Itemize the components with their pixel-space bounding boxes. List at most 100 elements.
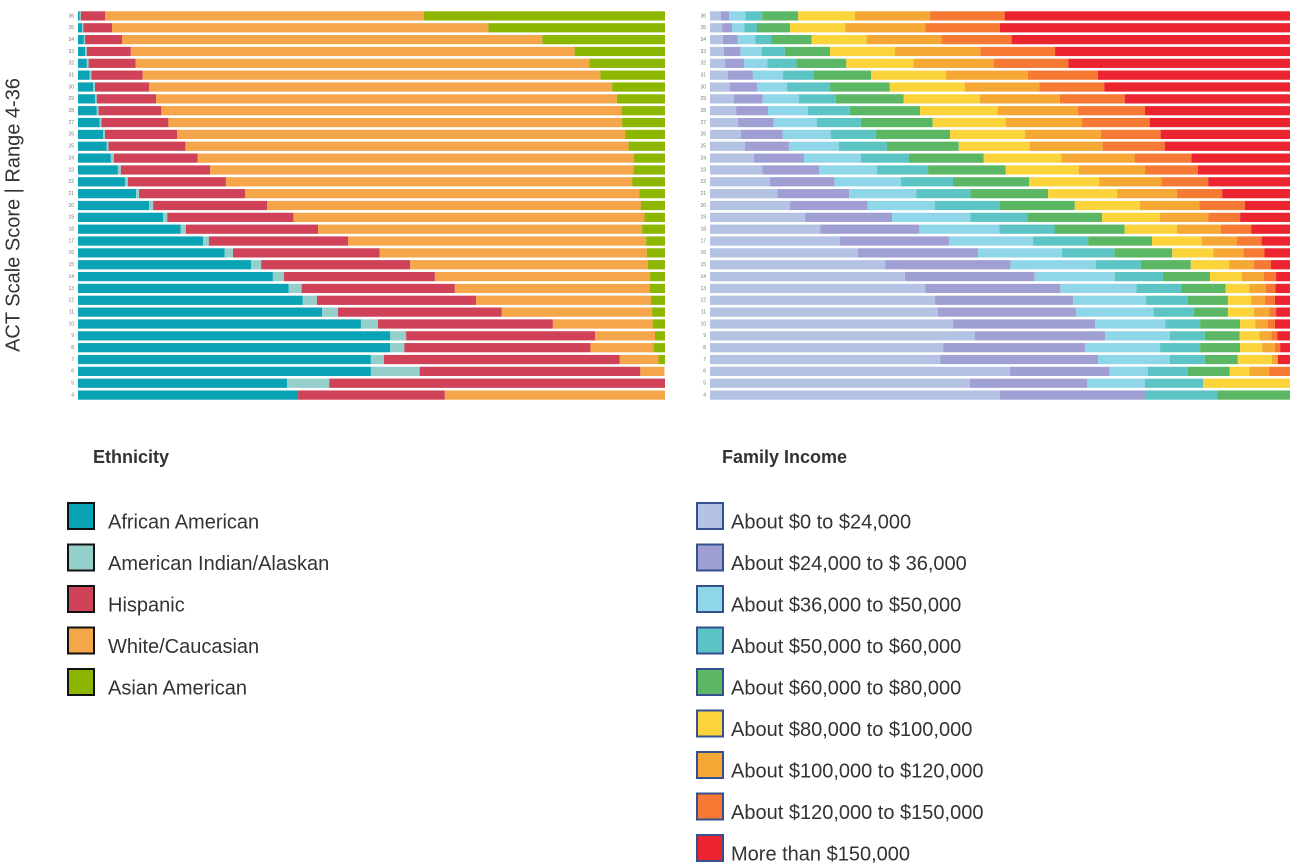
bar-segment bbox=[1011, 35, 1290, 45]
bar-segment bbox=[1027, 70, 1099, 80]
bar-segment bbox=[1176, 189, 1223, 199]
bar-segment bbox=[322, 307, 339, 317]
y-tick-label: 9 bbox=[703, 333, 706, 339]
bar-segment bbox=[105, 129, 178, 140]
bar-segment bbox=[1117, 189, 1177, 199]
y-tick-label: 14 bbox=[68, 274, 74, 280]
bar-segment bbox=[1274, 343, 1281, 353]
y-tick-label: 21 bbox=[68, 191, 74, 197]
y-tick-label: 17 bbox=[700, 238, 706, 244]
bar-segment bbox=[710, 46, 724, 57]
bar-segment bbox=[1262, 343, 1275, 353]
bar-segment bbox=[834, 177, 901, 187]
bar-segment bbox=[1100, 129, 1161, 140]
bar-segment bbox=[197, 153, 634, 163]
bar-segment bbox=[120, 165, 211, 175]
bar-segment bbox=[163, 212, 168, 222]
bar-segment bbox=[646, 236, 665, 246]
bar-segment bbox=[139, 189, 246, 199]
bar-segment bbox=[1213, 248, 1244, 258]
bar-segment bbox=[78, 212, 164, 222]
bar-segment bbox=[1251, 295, 1266, 305]
bar-segment bbox=[710, 35, 723, 45]
bar-segment bbox=[542, 35, 665, 45]
bar-segment bbox=[208, 236, 349, 246]
bar-segment bbox=[935, 200, 1000, 211]
bar-segment bbox=[849, 106, 920, 116]
bar-segment bbox=[177, 129, 626, 140]
legend-swatch bbox=[67, 585, 95, 613]
bar-segment bbox=[723, 46, 741, 57]
bar-segment bbox=[78, 129, 104, 140]
legend-swatch bbox=[696, 543, 724, 572]
y-tick-label: 35 bbox=[68, 25, 74, 31]
bar-segment bbox=[574, 46, 665, 57]
bar-segment bbox=[839, 236, 949, 246]
bar-segment bbox=[940, 354, 1099, 365]
bar-segment bbox=[754, 153, 804, 163]
bar-segment bbox=[710, 212, 806, 222]
bar-segment bbox=[1161, 177, 1209, 187]
y-tick-label: 13 bbox=[700, 286, 706, 292]
bar-segment bbox=[768, 106, 809, 116]
bar-segment bbox=[78, 153, 111, 163]
bar-segment bbox=[78, 354, 371, 365]
bar-segment bbox=[710, 82, 730, 92]
bar-segment bbox=[78, 283, 289, 294]
bar-segment bbox=[908, 153, 984, 163]
bar-segment bbox=[1276, 271, 1290, 282]
bar-segment bbox=[370, 354, 384, 365]
bar-segment bbox=[79, 11, 81, 21]
bar-segment bbox=[710, 70, 728, 80]
y-tick-label: 4 bbox=[71, 392, 74, 398]
bar-segment bbox=[1145, 378, 1203, 388]
y-tick-label: 5 bbox=[703, 381, 706, 387]
bar-segment bbox=[913, 58, 994, 68]
y-tick-label: 6 bbox=[703, 369, 706, 375]
bar-segment bbox=[813, 70, 872, 80]
bar-segment bbox=[1061, 153, 1135, 163]
bar-segment bbox=[595, 331, 656, 341]
bar-segment bbox=[710, 11, 722, 21]
bar-segment bbox=[1274, 319, 1290, 329]
bar-segment bbox=[860, 153, 909, 163]
bar-segment bbox=[733, 94, 763, 104]
bar-segment bbox=[329, 378, 665, 388]
y-tick-label: 11 bbox=[69, 309, 74, 315]
bar-segment bbox=[78, 319, 361, 329]
bar-segment bbox=[830, 82, 890, 92]
bar-segment bbox=[860, 117, 933, 128]
bar-segment bbox=[619, 354, 659, 365]
bar-segment bbox=[710, 283, 926, 294]
bar-segment bbox=[1187, 366, 1230, 376]
bar-segment bbox=[737, 35, 756, 45]
y-tick-label: 11 bbox=[701, 309, 706, 315]
bar-segment bbox=[245, 189, 640, 199]
legend-swatch bbox=[67, 543, 95, 572]
bar-segment bbox=[1029, 141, 1103, 151]
bar-segment bbox=[286, 378, 330, 388]
bar-segment bbox=[78, 11, 80, 21]
bar-segment bbox=[360, 319, 378, 329]
bar-segment bbox=[302, 295, 317, 305]
y-tick-label: 21 bbox=[700, 191, 706, 197]
bar-segment bbox=[1075, 307, 1154, 317]
bar-segment bbox=[999, 224, 1055, 234]
bar-segment bbox=[652, 307, 665, 317]
bar-segment bbox=[1005, 165, 1079, 175]
legend-swatch bbox=[696, 834, 724, 862]
bar-segment bbox=[727, 70, 753, 80]
bar-segment bbox=[929, 11, 1005, 21]
bar-segment bbox=[113, 153, 198, 163]
y-tick-label: 23 bbox=[68, 167, 74, 173]
bar-segment bbox=[658, 354, 665, 365]
bar-segment bbox=[1237, 354, 1273, 365]
bar-segment bbox=[156, 94, 617, 104]
y-tick-label: 33 bbox=[68, 49, 74, 55]
bar-segment bbox=[78, 200, 150, 211]
bar-segment bbox=[932, 117, 1006, 128]
bar-segment bbox=[805, 212, 893, 222]
bar-segment bbox=[82, 23, 84, 33]
y-tick-label: 20 bbox=[68, 203, 74, 209]
legend-swatch bbox=[696, 668, 724, 696]
